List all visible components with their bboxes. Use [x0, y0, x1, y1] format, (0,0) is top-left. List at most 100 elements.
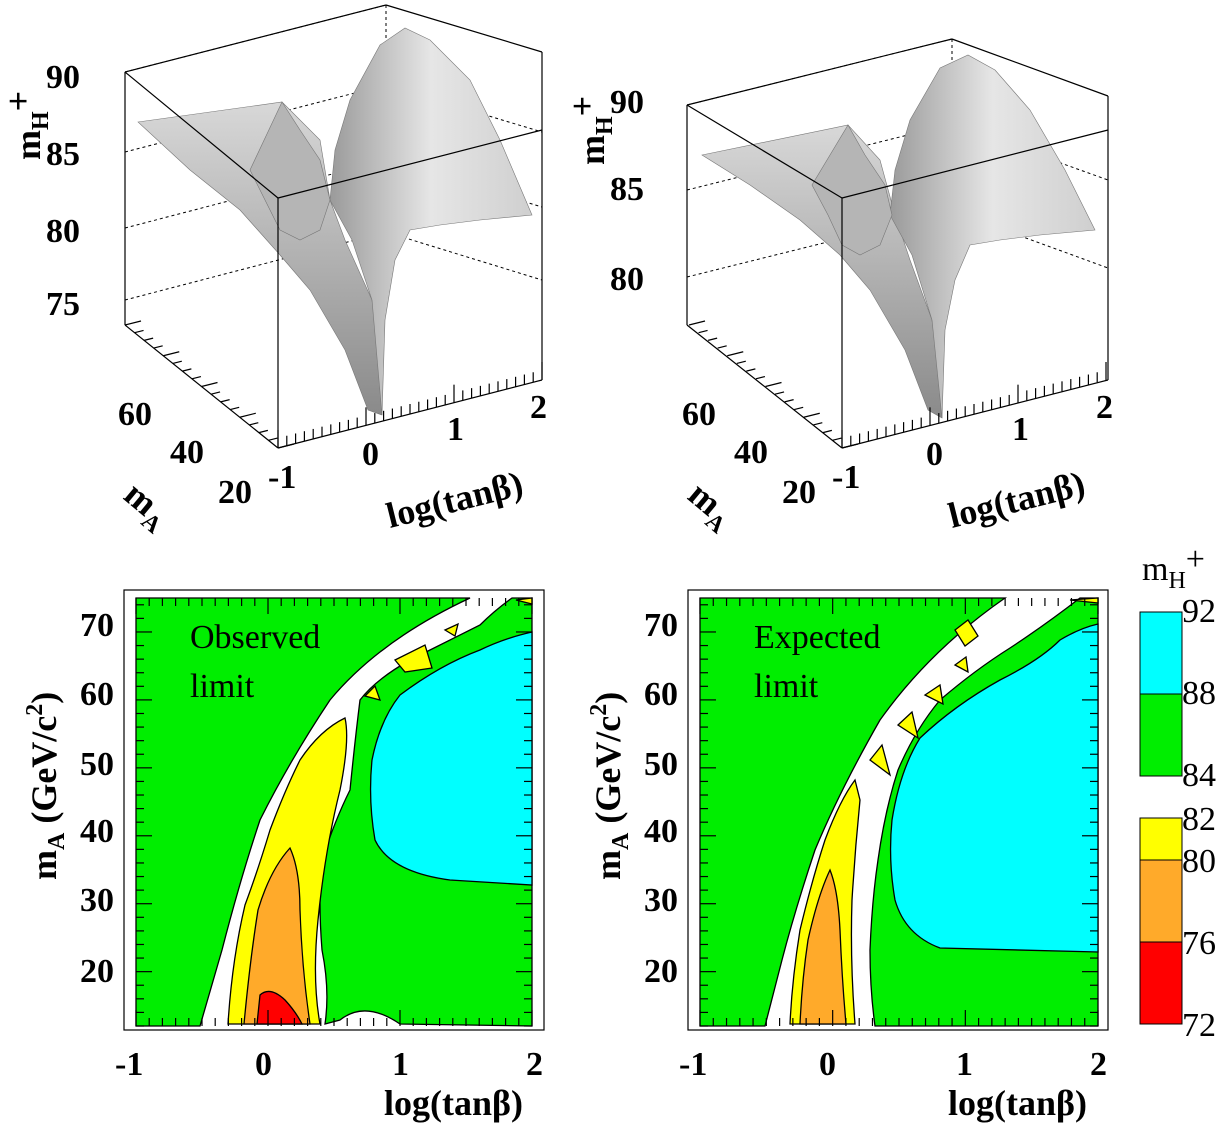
- annotation-line-1: Observed: [190, 619, 320, 656]
- x-tick-0: 0: [819, 1046, 836, 1083]
- region-yellow-blob-2: [363, 684, 382, 701]
- y-tick-mark: [784, 399, 794, 403]
- x-tick-m1: -1: [832, 459, 860, 496]
- y-tick-60: 60: [644, 676, 678, 713]
- x-axis-label: log(tanβ): [948, 1083, 1087, 1123]
- y-tick-mark: [268, 437, 278, 441]
- x-tick-2: 2: [526, 1046, 543, 1083]
- y-tick-mark: [822, 429, 833, 434]
- surface-sheet-peak: [329, 27, 533, 416]
- y-axis-label: mA: [113, 473, 179, 539]
- y-tick-mark: [249, 422, 259, 426]
- x-tick-m1: -1: [268, 459, 296, 496]
- region-yellow-blob-1: [393, 644, 433, 673]
- x-tick-0: 0: [926, 436, 943, 473]
- y-tick-mark: [736, 360, 746, 365]
- x-tick-m1: -1: [115, 1046, 143, 1083]
- x-axis-label: log(tanβ): [944, 463, 1089, 535]
- region-cyan: [369, 631, 533, 886]
- y-tick-70: 70: [80, 607, 114, 644]
- y-tick-mark: [143, 337, 154, 341]
- y-tick-40: 40: [644, 813, 678, 850]
- z-tick-85: 85: [46, 136, 80, 173]
- y-tick-mark: [201, 381, 218, 388]
- legend-label-76: 76: [1182, 925, 1216, 962]
- y-tick-mark: [755, 375, 766, 380]
- legend-label-84: 84: [1182, 757, 1216, 794]
- y-tick-60: 60: [80, 676, 114, 713]
- region-green-outer: [699, 597, 1008, 1027]
- y-tick-mark: [191, 375, 202, 380]
- y-tick-mark: [134, 329, 144, 334]
- y-tick-mark: [277, 443, 295, 449]
- region-green-outer: [135, 597, 471, 1027]
- y-tick-mark: [813, 422, 823, 426]
- y-tick-mark: [727, 351, 744, 357]
- y-axis-label: mA (GeV/c2): [586, 692, 634, 880]
- y-tick-mark: [182, 368, 192, 372]
- y-tick-70: 70: [644, 607, 678, 644]
- legend-title: mH+: [1142, 541, 1205, 594]
- x-tick-0: 0: [255, 1046, 272, 1083]
- z-tick-90: 90: [46, 59, 80, 96]
- surface-plot-observed: 90 85 80 75 mH+ 60 40 20 mA -1 0 1 2 log…: [0, 4, 547, 540]
- region-orange: [799, 868, 847, 1025]
- y-tick-60: 60: [682, 396, 716, 433]
- contour-plot-observed: Observed limit 20 30 40 50 60 70 mA (GeV…: [22, 589, 545, 1123]
- region-yellow-blob-3: [443, 622, 459, 638]
- legend-label-82: 82: [1182, 801, 1216, 838]
- x-tick-2: 2: [1090, 1046, 1107, 1083]
- region-orange: [243, 846, 311, 1025]
- y-tick-50: 50: [80, 746, 114, 783]
- y-tick-mark: [210, 391, 221, 395]
- region-yellow-blob-2: [953, 655, 969, 674]
- surface-sheet-peak-2: [889, 54, 1096, 419]
- y-tick-mark: [698, 329, 708, 334]
- legend-label-80: 80: [1182, 843, 1216, 880]
- y-tick-40: 40: [80, 813, 114, 850]
- z-tick-85: 85: [610, 171, 644, 208]
- z-tick-75: 75: [46, 286, 80, 323]
- x-tick-1: 1: [392, 1046, 409, 1083]
- y-tick-40: 40: [170, 434, 204, 471]
- x-tick-2: 2: [1096, 389, 1113, 426]
- y-tick-mark: [172, 360, 182, 365]
- x-tick-0: 0: [362, 436, 379, 473]
- surface-sheet-ridge-2: [811, 124, 893, 256]
- x-axis-label: log(tanβ): [384, 1083, 523, 1123]
- surface-sheet-ridge: [249, 101, 331, 241]
- region-cyan: [889, 623, 1099, 953]
- x-tick-m1: -1: [679, 1046, 707, 1083]
- y-tick-mark: [746, 368, 756, 372]
- legend-swatch-yellow: [1139, 817, 1183, 861]
- annotation-line-2: limit: [190, 668, 255, 705]
- surface-plot-expected: 90 85 80 mH+ 60 40 20 mA -1 0 1 2 log(ta…: [562, 38, 1113, 540]
- y-tick-20: 20: [644, 953, 678, 990]
- y-tick-mark: [794, 406, 804, 411]
- y-tick-20: 20: [782, 474, 816, 511]
- y-tick-mark: [258, 429, 269, 434]
- z-axis-label: mH+: [0, 91, 54, 160]
- x-tick-2: 2: [530, 389, 547, 426]
- legend-swatch-cyan: [1139, 611, 1183, 695]
- y-tick-40: 40: [734, 434, 768, 471]
- y-tick-mark: [124, 320, 142, 326]
- y-tick-mark: [707, 337, 718, 341]
- y-tick-mark: [239, 412, 256, 418]
- legend-label-88: 88: [1182, 675, 1216, 712]
- z-tick-80: 80: [610, 261, 644, 298]
- y-tick-20: 20: [218, 474, 252, 511]
- region-yellow-blob-4: [896, 710, 919, 740]
- y-tick-mark: [717, 345, 727, 349]
- region-yellow-blob-3: [923, 683, 944, 706]
- y-tick-mark: [220, 399, 230, 403]
- y-axis-label: mA (GeV/c2): [22, 692, 70, 880]
- contour-plot-expected: Expected limit 20 30 40 50 60 70 mA (GeV…: [586, 589, 1109, 1123]
- y-tick-mark: [230, 406, 240, 411]
- legend-label-72: 72: [1182, 1007, 1216, 1044]
- y-tick-mark: [765, 381, 782, 388]
- y-axis-label: mA: [677, 473, 743, 539]
- y-tick-mark: [163, 351, 180, 357]
- y-tick-mark: [153, 345, 163, 349]
